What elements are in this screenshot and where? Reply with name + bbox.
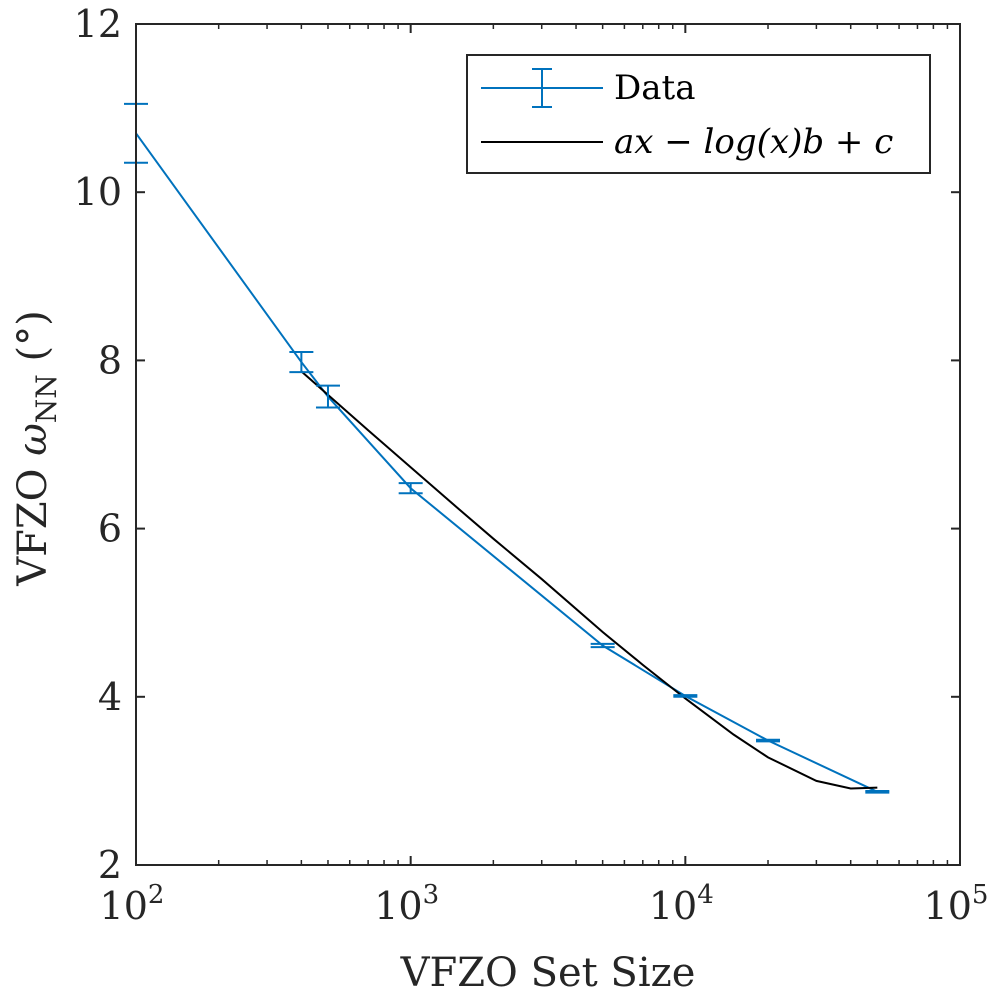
y-axis-label: VFZO ωNN (°) — [10, 310, 63, 587]
y-tick-label: 6 — [98, 507, 122, 551]
y-tick-label: 8 — [98, 338, 122, 382]
legend-item-fit: ax − log(x)b + c — [481, 122, 893, 162]
tick-labels: 2 4 6 8 10 12 102 103 104 105 — [74, 2, 989, 928]
legend: Data ax − log(x)b + c — [466, 54, 931, 174]
legend-label-fit: ax − log(x)b + c — [614, 122, 893, 162]
series-fit-line — [300, 370, 878, 790]
x-tick-label: 104 — [649, 880, 714, 928]
x-axis-label: VFZO Set Size — [400, 950, 696, 991]
x-tick-label: 102 — [100, 880, 165, 928]
y-tick-label: 12 — [74, 2, 122, 46]
series-data-line — [135, 132, 878, 793]
y-tick-label: 2 — [98, 843, 122, 887]
y-tick-label: 4 — [98, 675, 122, 719]
y-tick-label: 10 — [74, 170, 122, 214]
legend-item-data: Data — [481, 68, 695, 108]
axis-ticks — [135, 23, 961, 866]
legend-box — [466, 54, 931, 174]
y-axis-label-subscript: NN — [30, 374, 63, 423]
x-tick-label: 105 — [924, 880, 989, 928]
y-axis-label-symbol: ω — [10, 423, 56, 456]
y-axis-label-main: VFZO — [10, 456, 56, 587]
legend-label-data: Data — [614, 68, 695, 108]
plot-frame — [135, 23, 961, 866]
y-axis-label-unit: (°) — [10, 310, 56, 374]
x-tick-label: 103 — [374, 880, 439, 928]
